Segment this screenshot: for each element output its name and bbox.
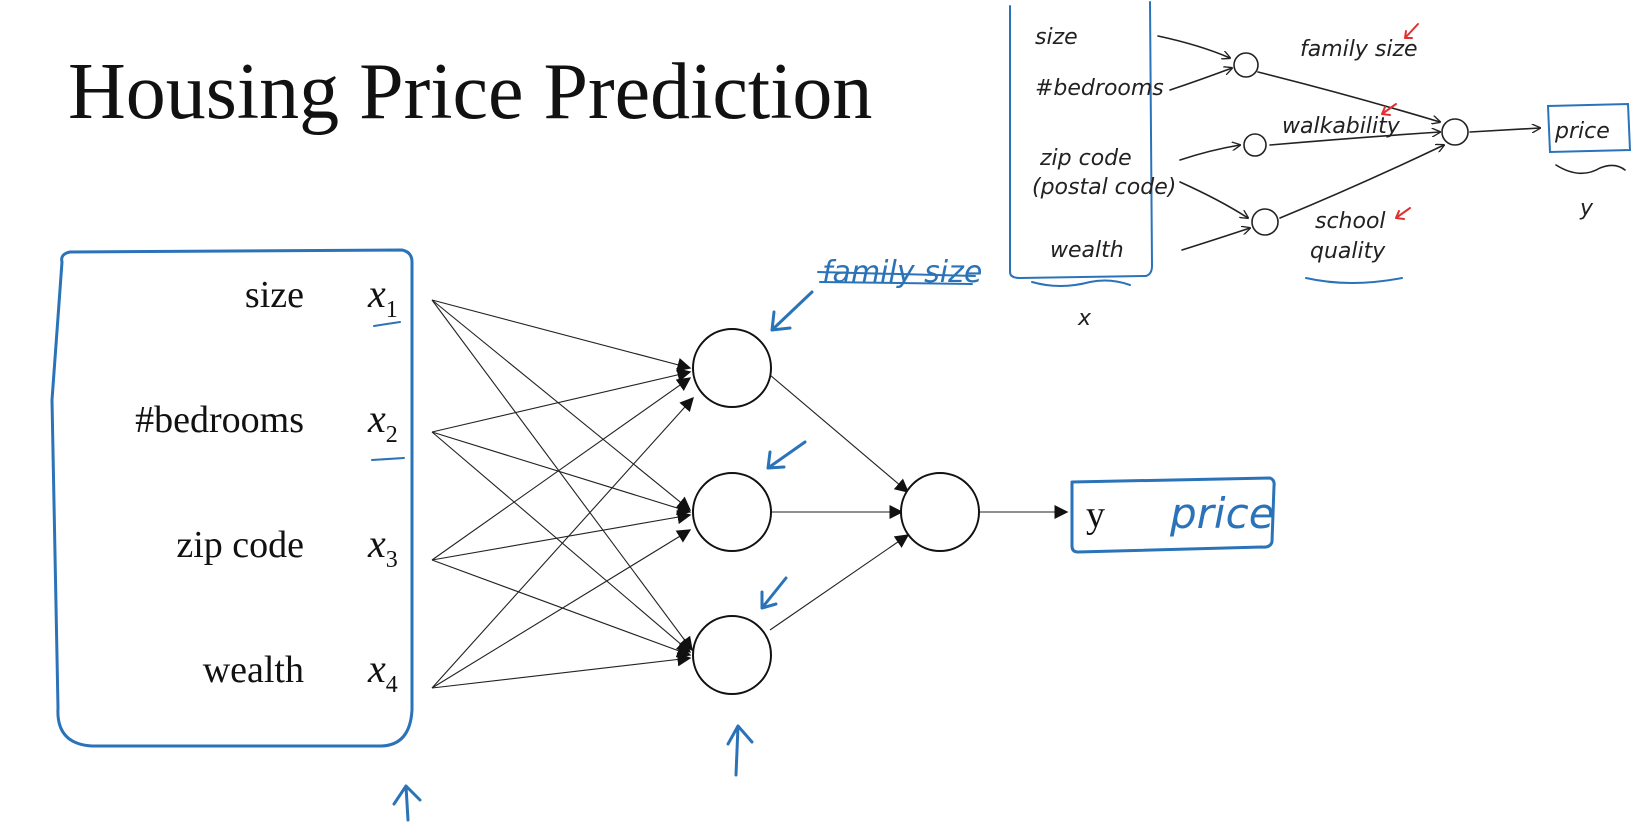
sketch-node-2	[1243, 133, 1267, 157]
sketch-x-label: x	[1077, 306, 1092, 331]
sketch-y-label: y	[1579, 196, 1594, 221]
variable-x4: x4	[367, 646, 398, 698]
hidden-output-edges	[769, 374, 1069, 631]
red-arrow-icon	[1404, 23, 1419, 39]
sketch-input-size: size	[1035, 25, 1078, 50]
strike-through	[817, 271, 976, 285]
output-symbol: y	[1086, 494, 1105, 536]
sketch-input-postal: (postal code)	[1032, 175, 1176, 200]
sketch-hidden-walkability: walkability	[1282, 114, 1401, 139]
reference-sketch: size #bedrooms zip code (postal code) we…	[1009, 1, 1632, 331]
sketch-hidden-family-size: family size	[1300, 37, 1418, 62]
hidden-node-1	[692, 328, 772, 408]
output-box	[1070, 476, 1276, 554]
sketch-hidden-quality: quality	[1310, 239, 1386, 264]
underline-mark	[371, 457, 405, 461]
sketch-output-node	[1441, 118, 1469, 146]
sketch-input-bedrooms: #bedrooms	[1035, 76, 1164, 101]
output-node	[900, 472, 980, 552]
sketch-node-3	[1251, 208, 1279, 236]
input-hidden-edges	[431, 299, 694, 689]
output-handwritten-label: price	[1169, 489, 1275, 538]
page-title: Housing Price Prediction	[68, 48, 872, 136]
feature-label-zip-code: zip code	[176, 524, 304, 566]
variable-x2: x2	[367, 396, 398, 448]
variable-x1: x1	[367, 271, 398, 323]
sketch-input-box	[1009, 1, 1154, 280]
hand-arrow-icons	[392, 290, 814, 822]
underline-mark	[373, 321, 401, 327]
red-arrow-icon	[1381, 103, 1397, 116]
hidden-node-2	[692, 472, 772, 552]
feature-label-size: size	[245, 274, 304, 316]
feature-label-bedrooms: #bedrooms	[135, 399, 304, 441]
sketch-input-zip: zip code	[1039, 146, 1132, 171]
sketch-output-price: price	[1554, 119, 1610, 144]
sketch-input-wealth: wealth	[1050, 238, 1124, 263]
variable-x3: x3	[367, 521, 398, 573]
input-box	[50, 248, 414, 748]
red-arrow-icon	[1395, 207, 1411, 220]
feature-label-wealth: wealth	[203, 649, 304, 691]
sketch-node-1	[1233, 52, 1259, 78]
sketch-hidden-school: school	[1315, 209, 1386, 234]
sketch-output-box	[1546, 102, 1632, 154]
hidden-node-3	[692, 615, 772, 695]
